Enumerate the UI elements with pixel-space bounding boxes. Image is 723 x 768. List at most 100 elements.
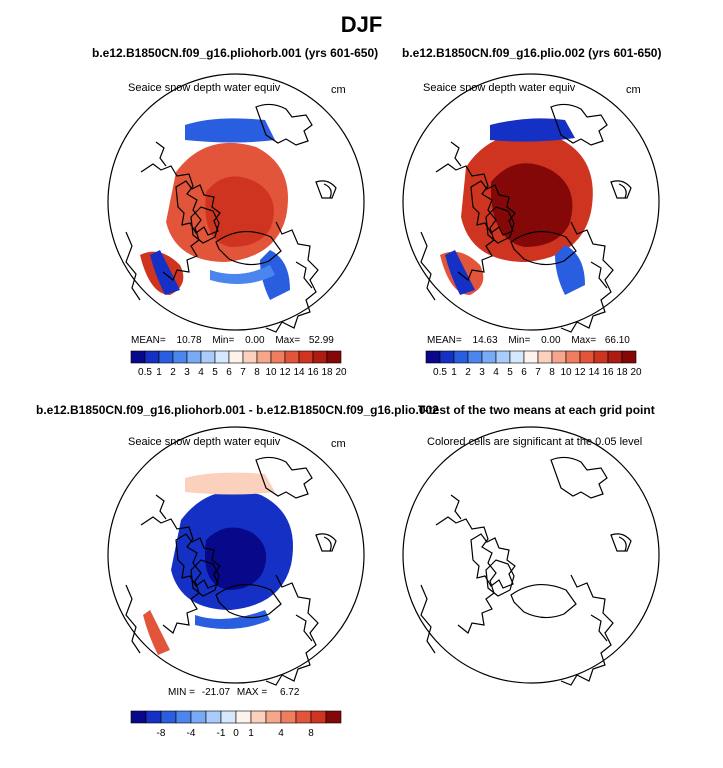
panel1-title: b.e12.B1850CN.f09_g16.pliohorb.001 (yrs … [92, 46, 379, 60]
panel3-max-label: MAX = [236, 687, 268, 698]
panel2-colorbar-tick-label: 8 [549, 367, 555, 378]
panel2-colorbar-swatch [551, 350, 567, 364]
panel2-mean-label: MEAN= [427, 335, 462, 346]
panel1-colorbar-tick-label: 18 [321, 367, 333, 378]
panel4-title: T-test of the two means at each grid poi… [418, 403, 655, 417]
panel2-colorbar-tick-label: 20 [630, 367, 642, 378]
panel1-colorbar-swatch [298, 350, 314, 364]
panel1-variable: Seaice snow depth water equiv [128, 82, 281, 94]
panel3-units: cm [331, 438, 346, 450]
panel3-colorbar-swatch [295, 710, 312, 724]
page-title: DJF [340, 12, 383, 37]
panel3-max-value: 6.72 [279, 687, 300, 698]
panel2-colorbar-swatch [425, 350, 441, 364]
panel1-colorbar-swatch [130, 350, 146, 364]
panel1-colorbar-swatch [270, 350, 286, 364]
panel2-colorbar-tick-label: 2 [465, 367, 471, 378]
panel3-stats: MIN = -21.07 MAX = 6.72 [168, 687, 299, 698]
panel2-colorbar-swatch [509, 350, 525, 364]
panel1-colorbar-swatch [242, 350, 258, 364]
panel2-colorbar-tick-label: 10 [560, 367, 572, 378]
panel1-colorbar-tick-label: 2 [170, 367, 176, 378]
panel2-colorbar-swatch [495, 350, 511, 364]
panel1-colorbar-swatch [172, 350, 188, 364]
panel1-colorbar-tick-label: 0.5 [138, 367, 152, 378]
panel2-min-value: 0.00 [541, 335, 561, 346]
panel2-colorbar-tick-label: 0.5 [433, 367, 447, 378]
panel2-colorbar-swatch [467, 350, 483, 364]
panel1-colorbar-swatch [256, 350, 272, 364]
panel1-colorbar-tick-label: 5 [212, 367, 218, 378]
panel2-colorbar-tick-label: 18 [616, 367, 628, 378]
panel2-max-value: 66.10 [604, 335, 630, 346]
panel3-variable: Seaice snow depth water equiv [128, 436, 281, 448]
panel1-colorbar-tick-label: 7 [240, 367, 246, 378]
panel2-max-label: Max= [571, 335, 597, 346]
panel2-colorbar-tick-label: 16 [602, 367, 614, 378]
panel2-colorbar-swatch [523, 350, 539, 364]
panel2-colorbar-tick-label: 4 [493, 367, 499, 378]
panel1-colorbar-tick-label: 20 [335, 367, 347, 378]
panel2-colorbar-swatch [621, 350, 637, 364]
panel1-colorbar-tick-label: 12 [279, 367, 291, 378]
panel2-colorbar-tick-label: 1 [451, 367, 457, 378]
panel3-colorbar-tick-label: 8 [308, 728, 314, 739]
panel1-max-value: 52.99 [308, 335, 334, 346]
panel3-colorbar-swatch [160, 710, 177, 724]
panel2-colorbar-tick-label: 6 [521, 367, 527, 378]
panel1-colorbar-swatch [214, 350, 230, 364]
panel3-colorbar-swatch [265, 710, 282, 724]
panel1-colorbar-swatch [326, 350, 342, 364]
panel2-colorbar-swatch [453, 350, 469, 364]
panel1-colorbar-tick-label: 3 [184, 367, 190, 378]
panel1-colorbar-tick-label: 14 [293, 367, 305, 378]
panel4-map [402, 426, 660, 686]
panel1-colorbar-swatch [200, 350, 216, 364]
panel1-mean-label: MEAN= [131, 335, 166, 346]
panel2-colorbar-swatch [481, 350, 497, 364]
panel1-colorbar-tick-label: 6 [226, 367, 232, 378]
panel1-min-value: 0.00 [245, 335, 265, 346]
panel2-colorbar-tick-label: 3 [479, 367, 485, 378]
panel1-units: cm [331, 84, 346, 96]
panel3-colorbar-tick-label: -8 [157, 728, 166, 739]
panel2-colorbar-swatch [537, 350, 553, 364]
panel1-colorbar-swatch [284, 350, 300, 364]
panel3-colorbar-tick-label: -1 [217, 728, 226, 739]
panel3-colorbar-swatch [220, 710, 237, 724]
panel1-colorbar-tick-label: 10 [265, 367, 277, 378]
panel1-mean-value: 10.78 [176, 335, 202, 346]
panel2-colorbar-tick-label: 14 [588, 367, 600, 378]
panel1-colorbar-tick-label: 1 [156, 367, 162, 378]
panel2-colorbar-swatch [593, 350, 609, 364]
panel3-colorbar-swatch [310, 710, 327, 724]
panel3-colorbar-swatch [205, 710, 222, 724]
panel2-colorbar-tick-label: 12 [574, 367, 586, 378]
panel3-min-label: MIN = [168, 687, 195, 698]
panel2-colorbar-swatch [607, 350, 623, 364]
panel3-colorbar-swatch [130, 710, 147, 724]
panel3-colorbar-swatch [325, 710, 342, 724]
panel3-map [107, 426, 365, 686]
panel1-colorbar-swatch [186, 350, 202, 364]
panel3-colorbar-tick-label: -4 [187, 728, 196, 739]
panel1-min-label: Min= [212, 335, 235, 346]
panel3-colorbar-swatch [280, 710, 297, 724]
panel1-stats: MEAN= 10.78 Min= 0.00 Max= 52.99 [131, 335, 334, 346]
panel1-colorbar-tick-label: 16 [307, 367, 319, 378]
panel2-title: b.e12.B1850CN.f09_g16.plio.002 (yrs 601-… [402, 46, 662, 60]
panel1-colorbar-swatch [144, 350, 160, 364]
panel3-colorbar-swatch [190, 710, 207, 724]
panel1-max-label: Max= [275, 335, 301, 346]
panel1-colorbar-swatch [228, 350, 244, 364]
panel2-mean-value: 14.63 [472, 335, 498, 346]
panel2-colorbar-swatch [579, 350, 595, 364]
panel2-stats: MEAN= 14.63 Min= 0.00 Max= 66.10 [427, 335, 630, 346]
panel3-colorbar-swatch [250, 710, 267, 724]
panel2-map [402, 73, 660, 333]
panel3-colorbar-swatch [145, 710, 162, 724]
panel1-colorbar-tick-label: 8 [254, 367, 260, 378]
panel2-colorbar-swatch [565, 350, 581, 364]
panel1-colorbar-swatch [158, 350, 174, 364]
